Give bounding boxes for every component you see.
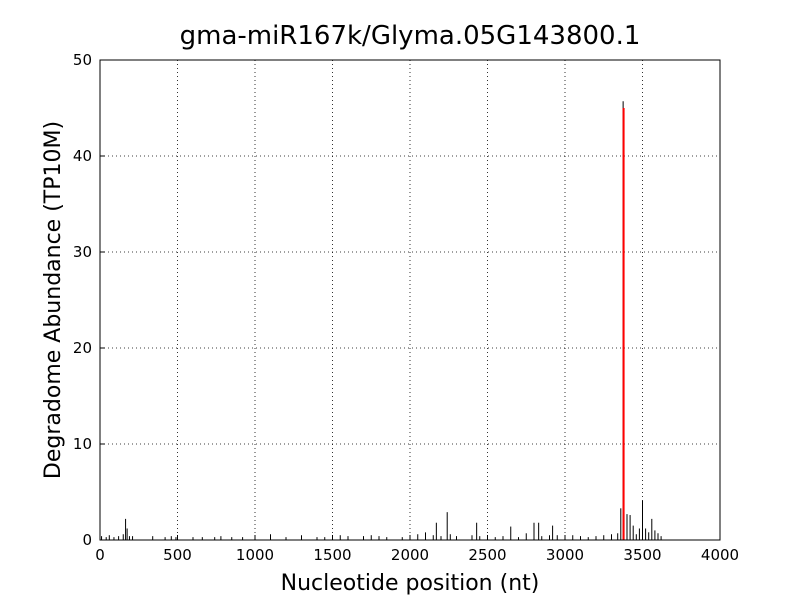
- y-tick-label: 0: [82, 531, 92, 549]
- y-axis-label: Degradome Abundance (TP10M): [41, 121, 66, 479]
- x-tick-label: 2500: [468, 546, 506, 564]
- x-tick-label: 1000: [236, 546, 274, 564]
- x-tick-label: 3500: [623, 546, 661, 564]
- x-tick-label: 0: [95, 546, 105, 564]
- x-tick-label: 2000: [391, 546, 429, 564]
- y-tick-label: 30: [73, 243, 92, 261]
- x-axis-label: Nucleotide position (nt): [281, 571, 540, 596]
- chart-title: gma-miR167k/Glyma.05G143800.1: [180, 21, 641, 51]
- y-tick-label: 10: [73, 435, 92, 453]
- x-tick-label: 1500: [313, 546, 351, 564]
- x-tick-label: 4000: [701, 546, 739, 564]
- plot-frame: [99, 59, 721, 541]
- y-tick-label: 20: [73, 339, 92, 357]
- x-tick-label: 500: [163, 546, 192, 564]
- y-tick-label: 50: [73, 51, 92, 69]
- y-tick-label: 40: [73, 147, 92, 165]
- x-tick-label: 3000: [546, 546, 584, 564]
